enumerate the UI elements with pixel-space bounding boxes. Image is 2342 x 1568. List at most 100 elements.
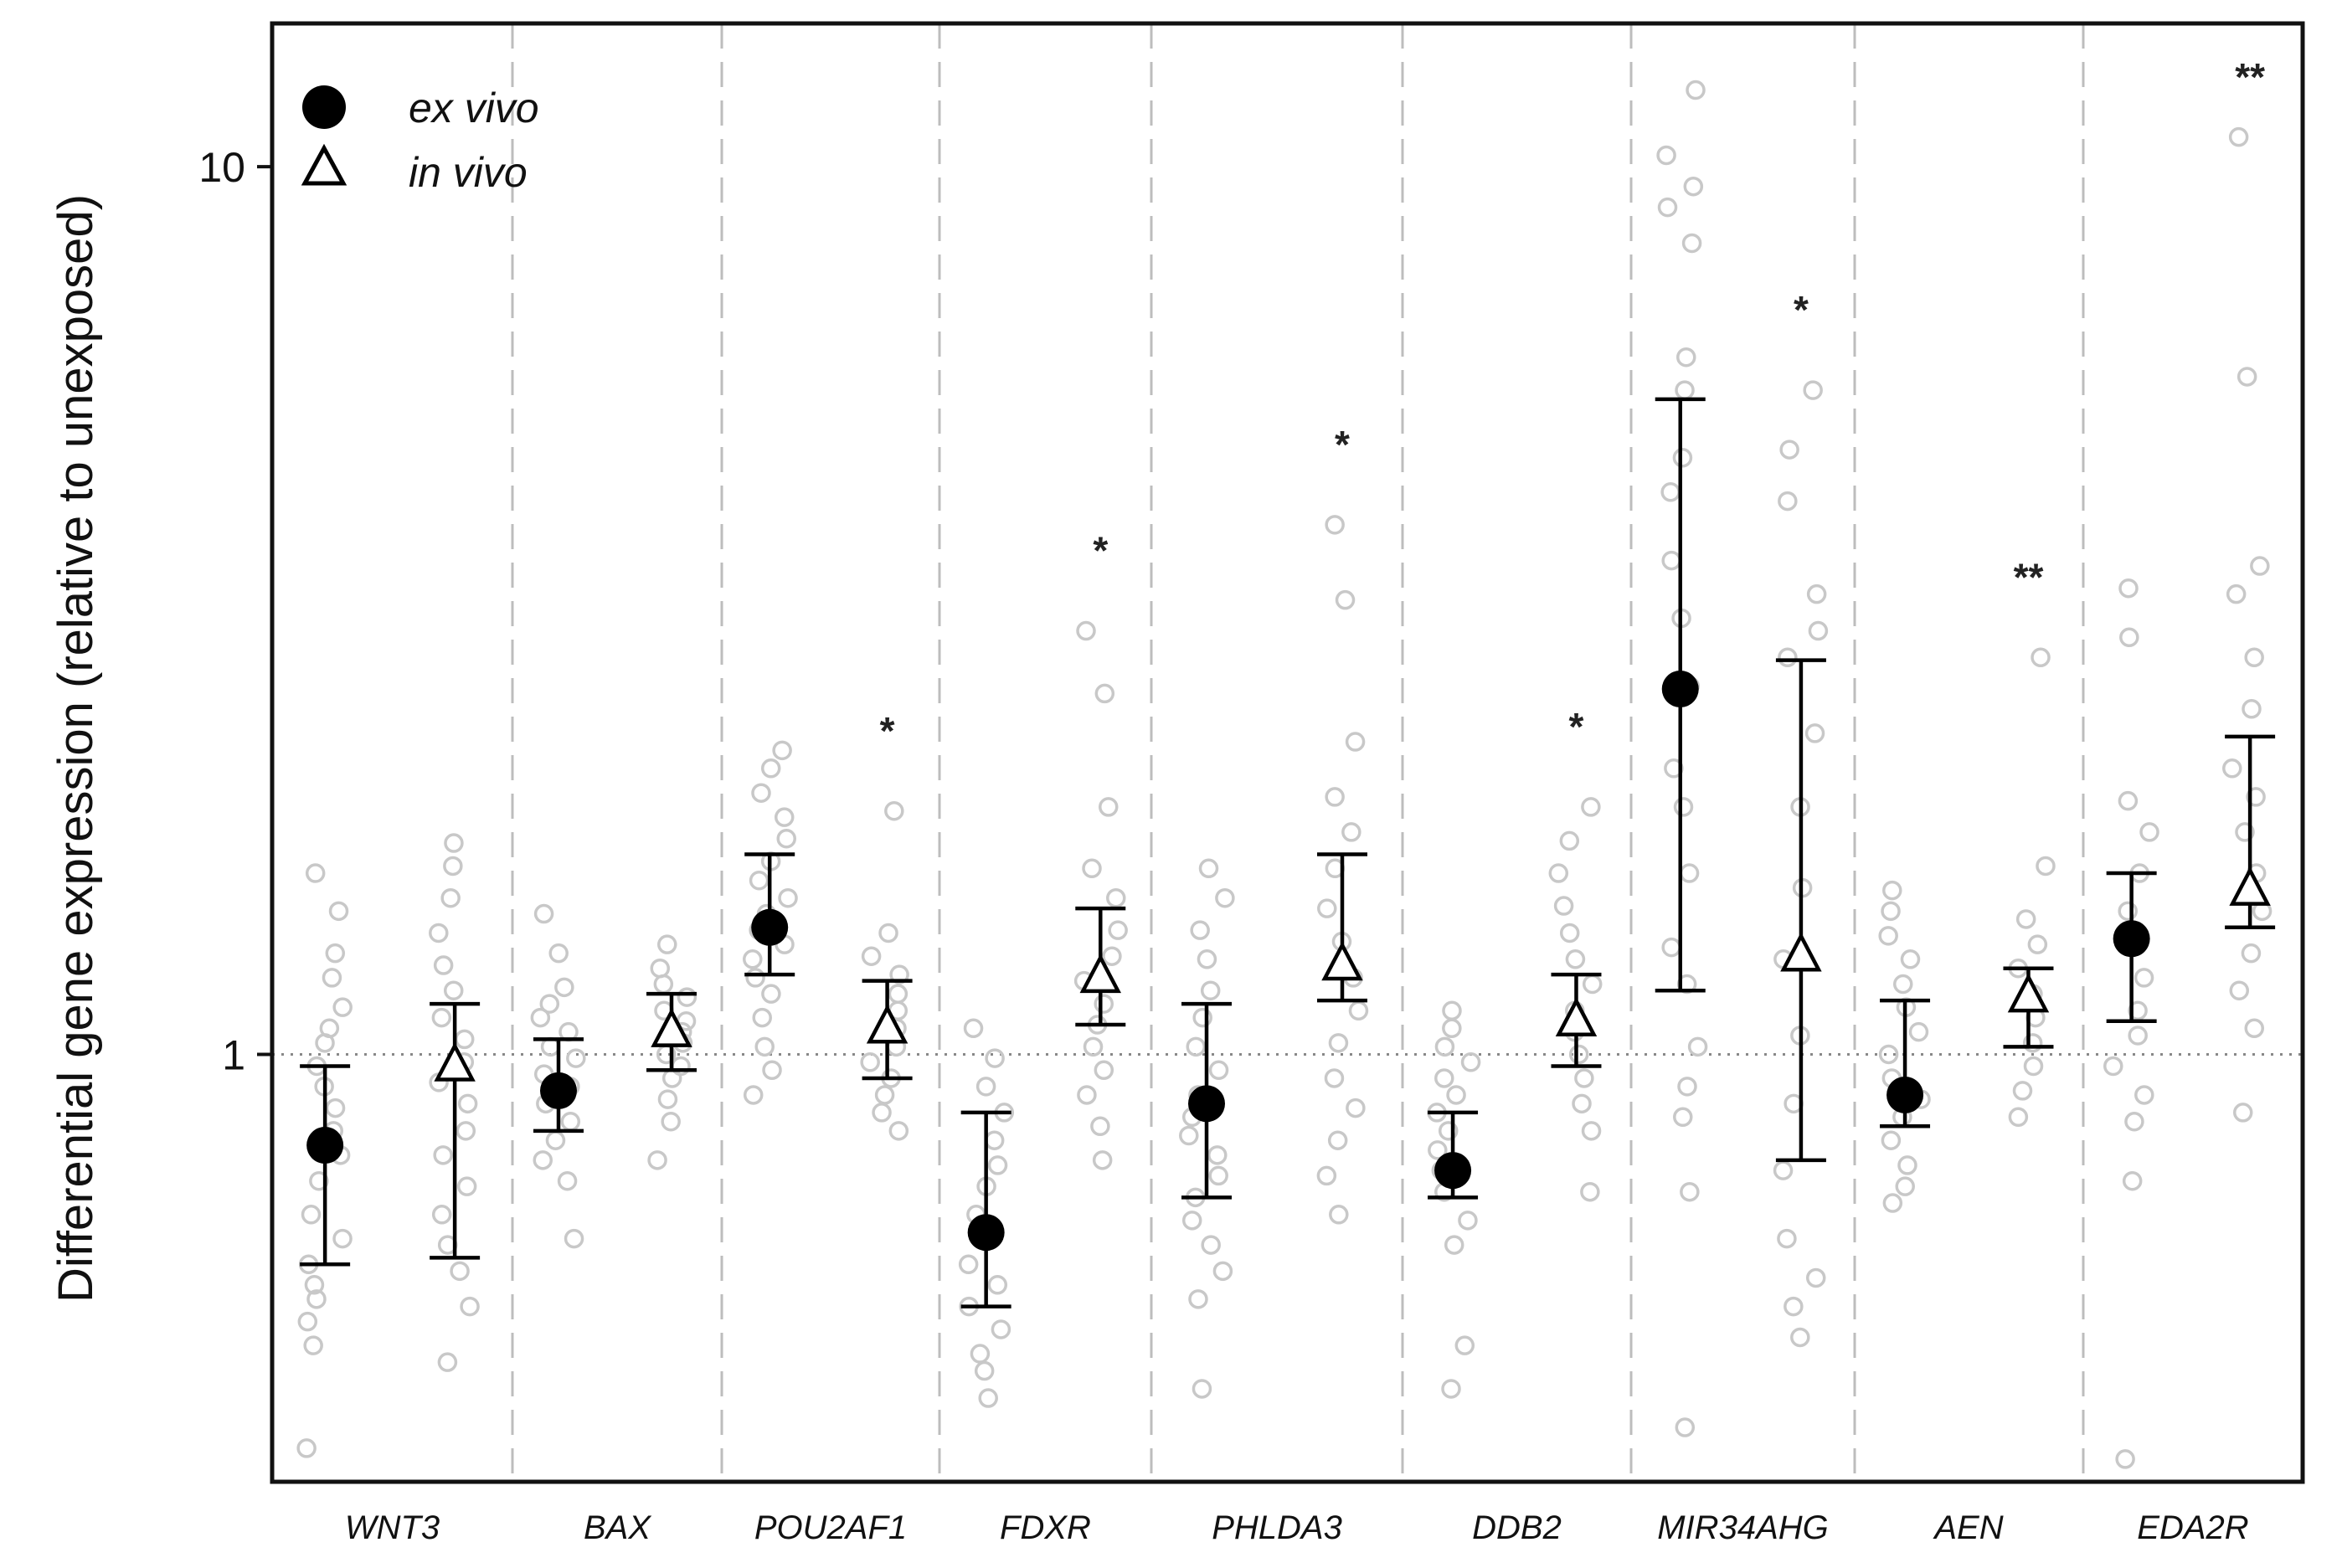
data-point-ex-vivo xyxy=(2128,1000,2148,1021)
y-tick-label: 10 xyxy=(198,144,245,191)
data-point-in-vivo xyxy=(1559,830,1580,851)
data-point-in-vivo xyxy=(437,1352,458,1372)
data-point-ex-vivo xyxy=(1442,1018,1462,1039)
data-point-in-vivo xyxy=(1317,898,1337,918)
data-point-in-vivo xyxy=(456,1176,477,1196)
mean-marker-in-vivo xyxy=(651,1007,692,1047)
significance-marker: * xyxy=(1569,705,1584,748)
data-point-ex-vivo xyxy=(1882,1193,1903,1213)
data-point-ex-vivo xyxy=(751,783,771,803)
data-point-ex-vivo xyxy=(1677,1077,1697,1097)
data-point-ex-vivo xyxy=(1190,920,1210,940)
data-point-ex-vivo xyxy=(1192,1379,1212,1399)
data-point-ex-vivo xyxy=(1186,1036,1207,1057)
data-point-in-vivo xyxy=(460,1296,480,1317)
data-point-in-vivo xyxy=(431,1007,452,1028)
data-point-ex-vivo xyxy=(1660,482,1681,502)
significance-marker: * xyxy=(1093,529,1108,573)
data-point-ex-vivo xyxy=(975,1077,996,1097)
data-point-in-vivo xyxy=(433,955,454,975)
data-point-in-vivo xyxy=(2027,934,2048,954)
data-point-ex-vivo xyxy=(2134,1085,2154,1105)
data-point-in-vivo xyxy=(443,856,463,877)
data-point-in-vivo xyxy=(429,923,449,943)
data-point-in-vivo xyxy=(2250,556,2270,576)
data-point-ex-vivo xyxy=(1201,1235,1221,1255)
data-point-in-vivo xyxy=(1076,620,1096,641)
data-point-ex-vivo xyxy=(2128,1026,2148,1046)
data-point-in-vivo xyxy=(1090,1116,1110,1137)
category-label: BAX xyxy=(584,1509,651,1546)
data-point-in-vivo xyxy=(1778,647,1798,668)
data-point-ex-vivo xyxy=(1434,1068,1454,1088)
mean-marker-ex-vivo xyxy=(540,1072,577,1109)
data-point-in-vivo xyxy=(1808,620,1829,641)
mean-marker-in-vivo xyxy=(1079,954,1122,994)
data-point-in-vivo xyxy=(874,1085,895,1105)
data-point-in-vivo xyxy=(1574,1068,1594,1088)
data-point-in-vivo xyxy=(457,1093,478,1114)
data-point-in-vivo xyxy=(2236,367,2257,387)
data-point-ex-vivo xyxy=(743,1085,764,1105)
data-point-ex-vivo xyxy=(1673,1107,1693,1128)
data-point-ex-vivo xyxy=(1878,926,1898,946)
data-point-ex-vivo xyxy=(2139,822,2159,842)
data-point-ex-vivo xyxy=(1681,233,1702,254)
data-point-in-vivo xyxy=(1777,1228,1797,1249)
y-axis: 1 10 xyxy=(198,144,272,1078)
data-point-ex-vivo xyxy=(1198,858,1219,879)
data-point-in-vivo xyxy=(1341,822,1361,842)
data-point-ex-vivo xyxy=(761,984,781,1004)
data-point-in-vivo xyxy=(2023,1056,2044,1077)
data-point-ex-vivo xyxy=(1661,937,1681,958)
data-point-ex-vivo xyxy=(772,740,792,761)
mean-marker-in-vivo xyxy=(1321,941,1363,981)
data-point-in-vivo xyxy=(1582,974,1603,995)
data-point-ex-vivo xyxy=(1434,1036,1455,1057)
data-point-in-vivo xyxy=(888,984,908,1004)
data-point-in-vivo xyxy=(661,1111,681,1132)
data-point-in-vivo xyxy=(653,974,674,995)
mean-marker-in-vivo xyxy=(1555,996,1598,1037)
data-point-in-vivo xyxy=(440,887,461,908)
data-point-in-vivo xyxy=(1094,1060,1114,1081)
category-label: EDA2R xyxy=(2137,1509,2248,1546)
data-point-ex-vivo xyxy=(305,863,326,883)
data-point-in-vivo xyxy=(1325,787,1345,807)
mean-marker-in-vivo xyxy=(2229,866,2271,906)
data-point-ex-vivo xyxy=(978,1388,998,1408)
data-point-ex-vivo xyxy=(1895,1176,1915,1196)
legend-ex-vivo-label: ex vivo xyxy=(409,85,539,131)
data-point-in-vivo xyxy=(1805,1267,1826,1288)
mean-marker-ex-vivo xyxy=(1886,1076,1924,1113)
significance-marker: * xyxy=(1335,423,1350,466)
data-point-ex-vivo xyxy=(297,1311,318,1332)
data-point-ex-vivo xyxy=(2118,901,2138,922)
data-point-ex-vivo xyxy=(306,1289,327,1309)
significance-marker: ** xyxy=(2235,55,2265,99)
data-point-ex-vivo xyxy=(745,968,765,988)
significance-marker: ** xyxy=(2014,555,2044,599)
data-point-ex-vivo xyxy=(1908,1021,1929,1042)
data-point-ex-vivo xyxy=(1192,1007,1212,1028)
data-point-ex-vivo xyxy=(984,1130,1005,1150)
data-point-in-vivo xyxy=(2012,1081,2033,1101)
significance-marker: * xyxy=(1794,288,1809,332)
data-point-ex-vivo xyxy=(776,829,796,849)
data-point-ex-vivo xyxy=(1446,1085,1466,1105)
significance-markers: ********* xyxy=(880,55,2265,753)
data-point-ex-vivo xyxy=(1444,1235,1464,1255)
data-point-ex-vivo xyxy=(560,1111,581,1132)
data-point-ex-vivo xyxy=(1676,347,1696,368)
data-point-ex-vivo xyxy=(566,1048,586,1068)
data-point-ex-vivo xyxy=(958,1254,979,1275)
data-point-ex-vivo xyxy=(564,1228,584,1249)
data-point-in-vivo xyxy=(1106,887,1126,908)
data-point-ex-vivo xyxy=(2134,968,2154,988)
data-point-in-vivo xyxy=(872,1103,892,1123)
data-point-ex-vivo xyxy=(2103,1056,2123,1077)
data-point-in-vivo xyxy=(2232,1103,2253,1123)
data-point-ex-vivo xyxy=(1672,448,1693,468)
data-point-ex-vivo xyxy=(1208,1165,1228,1186)
data-point-in-vivo xyxy=(1108,920,1128,940)
